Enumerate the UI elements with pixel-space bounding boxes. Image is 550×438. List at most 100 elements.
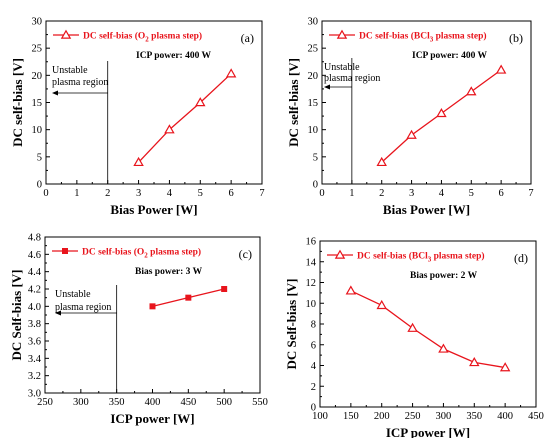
legend-label: DC self-bias (BCl3 plasma step) (357, 251, 485, 264)
info-text: Bias power: 2 W (410, 271, 478, 281)
x-tick-label: 350 (466, 411, 482, 422)
chart-panel-b: 0 1 2 3 4 5 6 7 0 5 10 15 20 25 30 Bias Power [W] DC sel… (286, 17, 534, 218)
y-tick-label: 20 (32, 71, 43, 82)
y-tick-label: 4.4 (28, 267, 42, 278)
unstable-label-line2: plasma region (55, 302, 111, 313)
x-axis-title: ICP power [W] (386, 425, 470, 438)
x-tick-label: 7 (528, 188, 533, 199)
x-tick-label: 2 (105, 188, 110, 199)
y-tick-label: 3.4 (28, 354, 42, 365)
legend-marker (334, 249, 346, 259)
y-tick-label: 3.8 (28, 319, 41, 330)
y-tick-label: 8 (311, 320, 316, 331)
legend-label-prefix: DC self-bias (O (83, 31, 145, 42)
y-tick-label: 4 (311, 361, 317, 372)
x-tick-label: 5 (469, 188, 474, 199)
data-point (185, 294, 192, 301)
x-tick-label: 5 (198, 188, 203, 199)
x-tick-label: 150 (343, 411, 359, 422)
panel-label: (c) (239, 247, 252, 261)
x-tick-label: 1 (74, 188, 79, 199)
data-point (495, 64, 507, 74)
legend-marker (62, 248, 68, 254)
data-point (376, 299, 387, 310)
y-tick-label: 10 (308, 125, 319, 136)
plot-frame (44, 236, 261, 394)
legend-label-subscript: 3 (430, 36, 434, 44)
data-point (149, 303, 156, 310)
y-tick-label: 0 (37, 180, 42, 191)
data-point (407, 322, 418, 332)
x-tick-label: 450 (528, 411, 544, 422)
info-text: Bias power: 3 W (135, 267, 203, 277)
legend-label-prefix: DC self-bias (BCl (359, 31, 430, 42)
legend-label-subscript: 2 (145, 36, 149, 44)
panel-label: (b) (509, 31, 523, 45)
data-point (133, 156, 144, 167)
y-tick-label: 6 (311, 340, 316, 351)
legend-marker (336, 29, 348, 39)
x-tick-label: 400 (145, 397, 161, 408)
legend-label-suffix: plasma step) (148, 247, 201, 258)
legend-label-suffix: plasma step) (433, 31, 486, 42)
x-tick-label: 7 (259, 188, 264, 199)
y-tick-label: 30 (308, 17, 319, 28)
unstable-label-line2: plasma region (324, 73, 380, 84)
data-point (164, 124, 175, 134)
x-axis-title: Bias Power [W] (383, 202, 470, 217)
legend-label: DC self-bias (BCl3 plasma step) (359, 31, 487, 44)
legend-label: DC self-bias (O2 plasma step) (83, 31, 202, 44)
chart-panel-d: 100 150 200 250 300 350 400 450 0 2 4 6 8 10 12 14 16 ICP… (284, 237, 544, 438)
legend-label: DC self-bias (O2 plasma step) (82, 247, 201, 260)
x-tick-label: 400 (497, 411, 513, 422)
y-tick-label: 12 (306, 278, 317, 289)
y-axis-title: DC Self-bias [V] (284, 279, 299, 370)
x-tick-label: 300 (73, 397, 89, 408)
x-tick-label: 3 (409, 188, 414, 199)
x-tick-label: 300 (436, 411, 452, 422)
y-tick-label: 3.0 (28, 389, 41, 400)
x-tick-label: 0 (319, 188, 324, 199)
y-tick-label: 2 (311, 382, 316, 393)
x-tick-label: 6 (229, 188, 234, 199)
unstable-arrow-head (324, 84, 330, 90)
x-tick-label: 3 (136, 188, 141, 199)
x-tick-label: 4 (439, 188, 445, 199)
y-tick-label: 10 (306, 299, 317, 310)
y-tick-label: 3.6 (28, 337, 41, 348)
unstable-arrow-head (52, 90, 58, 96)
x-tick-label: 250 (405, 411, 421, 422)
plot-frame (319, 240, 537, 408)
y-axis-title: DC Self-bias [V] (9, 270, 24, 361)
x-tick-label: 4 (167, 188, 173, 199)
y-tick-label: 0 (313, 180, 318, 191)
chart-panel-a: 0 1 2 3 4 5 6 7 0 5 10 15 20 25 30 Bias Power [W] DC sel… (10, 17, 265, 218)
data-point (376, 156, 387, 167)
data-point (221, 286, 228, 292)
x-tick-label: 550 (252, 397, 268, 408)
legend-label-suffix: plasma step) (149, 31, 202, 42)
legend-label-suffix: plasma step) (431, 251, 484, 262)
y-tick-label: 5 (37, 152, 42, 163)
data-point (195, 97, 206, 107)
panel-label: (a) (241, 31, 254, 45)
x-tick-label: 2 (379, 188, 384, 199)
data-point (469, 356, 480, 367)
x-tick-label: 1 (349, 188, 354, 199)
x-axis-title: ICP power [W] (110, 411, 194, 426)
y-tick-label: 4.6 (28, 250, 41, 261)
y-axis-title: DC self-bias [V] (10, 58, 25, 147)
y-tick-label: 15 (308, 98, 319, 109)
y-axis-title: DC self-bias [V] (286, 58, 301, 147)
x-tick-label: 200 (374, 411, 390, 422)
x-axis-title: Bias Power [W] (110, 202, 197, 217)
x-tick-label: 450 (180, 397, 196, 408)
y-tick-label: 25 (308, 44, 319, 55)
y-tick-label: 15 (32, 98, 43, 109)
legend-marker (60, 29, 72, 39)
info-text: ICP power: 400 W (136, 51, 212, 61)
data-point (345, 285, 357, 295)
data-point (466, 86, 477, 96)
y-tick-label: 30 (32, 17, 43, 28)
